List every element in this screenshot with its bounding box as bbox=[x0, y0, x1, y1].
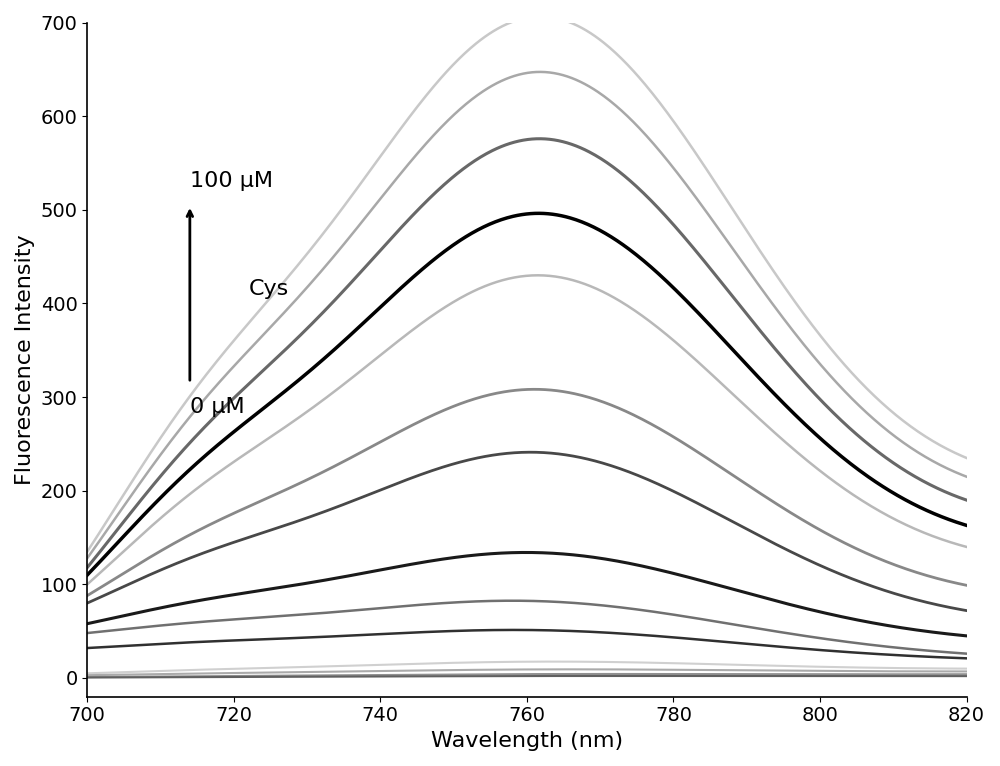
Y-axis label: Fluorescence Intensity: Fluorescence Intensity bbox=[15, 234, 35, 485]
Text: 100 μM: 100 μM bbox=[190, 171, 273, 191]
X-axis label: Wavelength (nm): Wavelength (nm) bbox=[431, 731, 623, 751]
Text: 0 μM: 0 μM bbox=[190, 397, 244, 417]
Text: Cys: Cys bbox=[248, 280, 289, 300]
